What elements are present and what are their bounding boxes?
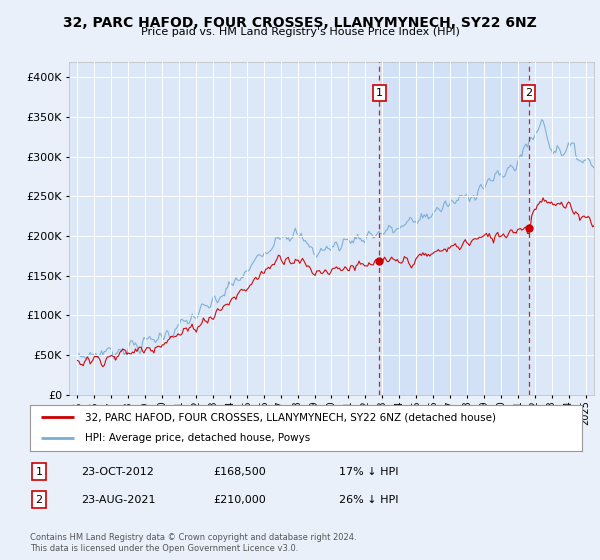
Text: 1: 1	[376, 88, 383, 98]
Text: 32, PARC HAFOD, FOUR CROSSES, LLANYMYNECH, SY22 6NZ: 32, PARC HAFOD, FOUR CROSSES, LLANYMYNEC…	[63, 16, 537, 30]
Text: HPI: Average price, detached house, Powys: HPI: Average price, detached house, Powy…	[85, 433, 310, 444]
Text: 32, PARC HAFOD, FOUR CROSSES, LLANYMYNECH, SY22 6NZ (detached house): 32, PARC HAFOD, FOUR CROSSES, LLANYMYNEC…	[85, 412, 496, 422]
Text: 23-AUG-2021: 23-AUG-2021	[81, 494, 155, 505]
Text: £210,000: £210,000	[213, 494, 266, 505]
Text: 26% ↓ HPI: 26% ↓ HPI	[339, 494, 398, 505]
Text: 23-OCT-2012: 23-OCT-2012	[81, 466, 154, 477]
Text: 17% ↓ HPI: 17% ↓ HPI	[339, 466, 398, 477]
Text: Price paid vs. HM Land Registry's House Price Index (HPI): Price paid vs. HM Land Registry's House …	[140, 27, 460, 37]
Text: 1: 1	[35, 466, 43, 477]
Text: 2: 2	[525, 88, 532, 98]
Bar	[379, 62, 529, 395]
Text: 2: 2	[35, 494, 43, 505]
Text: Contains HM Land Registry data © Crown copyright and database right 2024.
This d: Contains HM Land Registry data © Crown c…	[30, 533, 356, 553]
Text: £168,500: £168,500	[213, 466, 266, 477]
